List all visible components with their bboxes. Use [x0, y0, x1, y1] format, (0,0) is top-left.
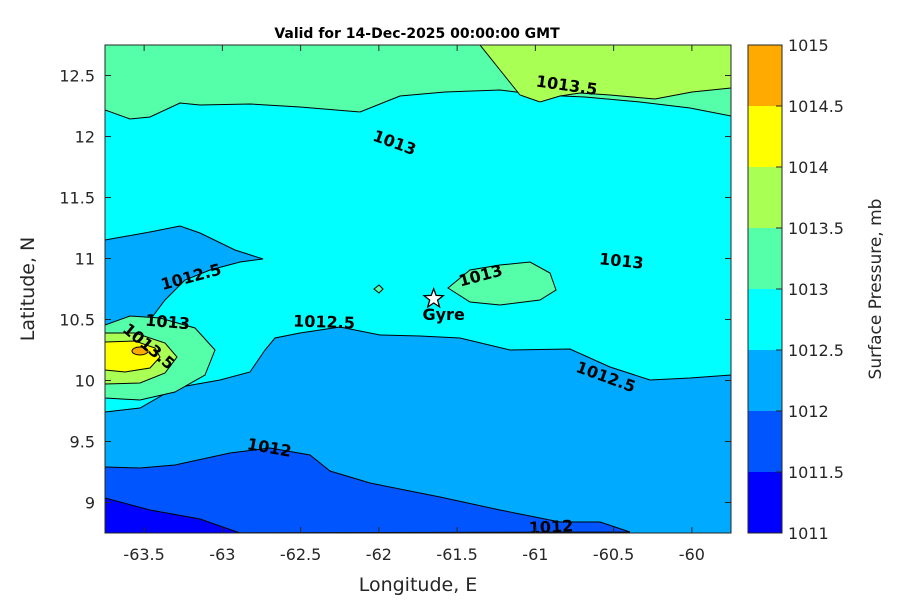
- colorbar-tick-label: 1014: [788, 158, 829, 177]
- colorbar-segment: [748, 289, 782, 350]
- x-tick-label: -61.5: [436, 545, 477, 564]
- x-axis: -63.5 -63 -62.5 -62 -61.5 -61 -60.5 -60: [123, 45, 705, 564]
- band-1011-5: [105, 447, 631, 533]
- y-tick-label: 12.5: [59, 67, 95, 86]
- x-tick-label: -63: [209, 545, 235, 564]
- x-tick-label: -63.5: [123, 545, 164, 564]
- colorbar-tick-label: 1012: [788, 402, 829, 421]
- x-tick-label: -62.5: [280, 545, 321, 564]
- colorbar: 1011 1011.5 1012 1012.5 1013 1013.5 1014 1014.5…: [747, 36, 844, 543]
- colorbar-segment: [748, 472, 782, 533]
- gyre-label: Gyre: [422, 305, 464, 324]
- y-tick-label: 11: [75, 250, 95, 269]
- contour-fields: [105, 45, 731, 533]
- y-tick-label: 9: [85, 494, 95, 513]
- y-tick-label: 10: [75, 372, 95, 391]
- colorbar-segment: [748, 411, 782, 472]
- colorbar-tick-label: 1011.5: [788, 463, 844, 482]
- plot-frame: [104, 44, 732, 534]
- contour-label: 1012.5: [293, 311, 355, 332]
- colorbar-tick-label: 1012.5: [788, 341, 844, 360]
- band-1011: [105, 497, 241, 533]
- y-axis: 9 9.5 10 10.5 11 11.5 12 12.5: [59, 67, 731, 513]
- y-tick-label: 10.5: [59, 311, 95, 330]
- colorbar-segment: [748, 350, 782, 411]
- colorbar-tick-label: 1015: [788, 36, 829, 55]
- band-1013-dot: [373, 284, 384, 294]
- y-tick-label: 12: [75, 128, 95, 147]
- x-tick-label: -61: [522, 545, 548, 564]
- x-tick-label: -62: [366, 545, 392, 564]
- contour-label: 1013: [145, 311, 191, 334]
- x-axis-label: Longitude, E: [359, 574, 478, 596]
- band-1013-5-north: [479, 45, 731, 103]
- colorbar-tick-label: 1011: [788, 524, 829, 543]
- y-axis-label: Latitude, N: [17, 237, 39, 342]
- colorbar-tick-label: 1013.5: [788, 219, 844, 238]
- x-tick-label: -60: [679, 545, 705, 564]
- y-tick-label: 9.5: [70, 433, 95, 452]
- colorbar-segment: [748, 45, 782, 106]
- colorbar-tick-label: 1013: [788, 280, 829, 299]
- contour-label: 1013: [598, 249, 644, 273]
- band-1014-5-peak: [131, 346, 149, 356]
- x-tick-label: -60.5: [593, 545, 634, 564]
- colorbar-segment: [748, 228, 782, 289]
- chart-title: Valid for 14-Dec-2025 00:00:00 GMT: [274, 26, 560, 42]
- colorbar-tick-label: 1014.5: [788, 97, 844, 116]
- contour-label: 1012: [528, 516, 573, 537]
- y-tick-label: 11.5: [59, 189, 95, 208]
- colorbar-label: Surface Pressure, mb: [866, 199, 886, 380]
- colorbar-segment: [748, 167, 782, 228]
- band-1013-island: [447, 261, 557, 306]
- gyre-star-marker: [422, 286, 445, 309]
- colorbar-segment: [748, 106, 782, 167]
